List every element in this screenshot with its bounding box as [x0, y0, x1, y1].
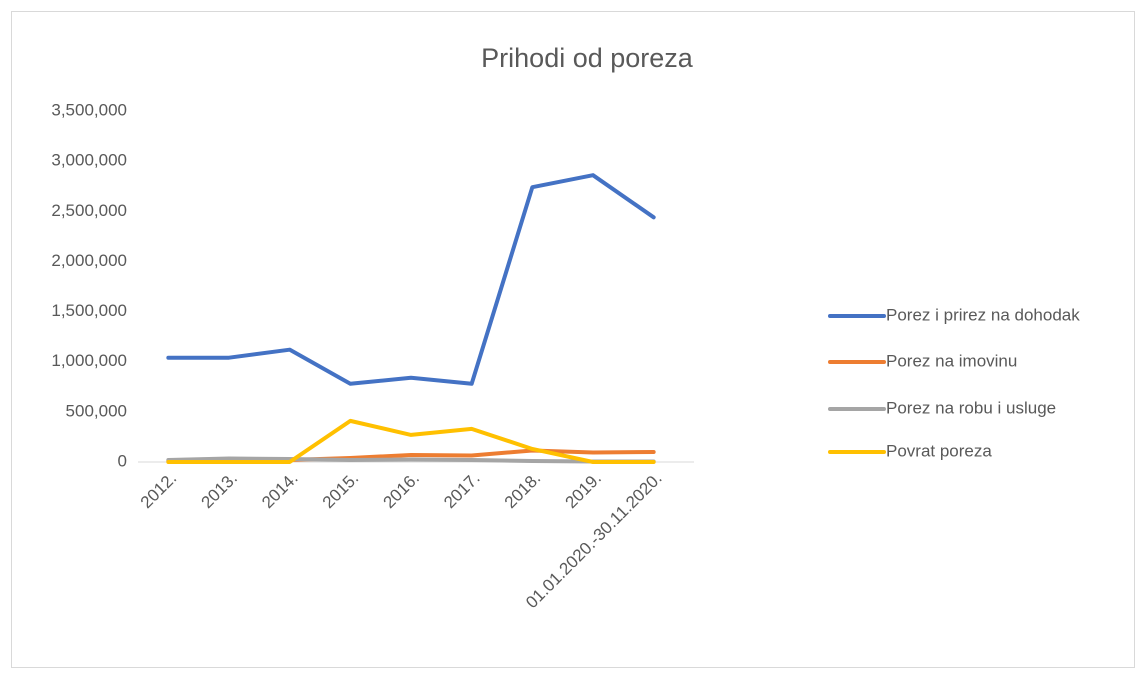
- y-tick-label: 1,500,000: [51, 301, 127, 320]
- y-tick-label: 1,000,000: [51, 351, 127, 370]
- legend-label: Porez na imovinu: [886, 351, 1017, 370]
- y-tick-label: 3,500,000: [51, 100, 127, 119]
- y-tick-label: 0: [118, 451, 127, 470]
- series-line: [166, 173, 656, 386]
- series-line: [166, 418, 656, 464]
- y-tick-label: 2,500,000: [51, 201, 127, 220]
- legend-label: Porez na robu i usluge: [886, 398, 1056, 417]
- y-tick-label: 2,000,000: [51, 251, 127, 270]
- chart-title: Prihodi od poreza: [481, 43, 694, 73]
- y-tick-label: 500,000: [66, 401, 127, 420]
- legend-label: Povrat poreza: [886, 441, 992, 460]
- chart-border: [11, 11, 1135, 668]
- y-tick-label: 3,000,000: [51, 151, 127, 170]
- legend-label: Porez i prirez na dohodak: [886, 305, 1080, 324]
- series-line: [166, 456, 656, 464]
